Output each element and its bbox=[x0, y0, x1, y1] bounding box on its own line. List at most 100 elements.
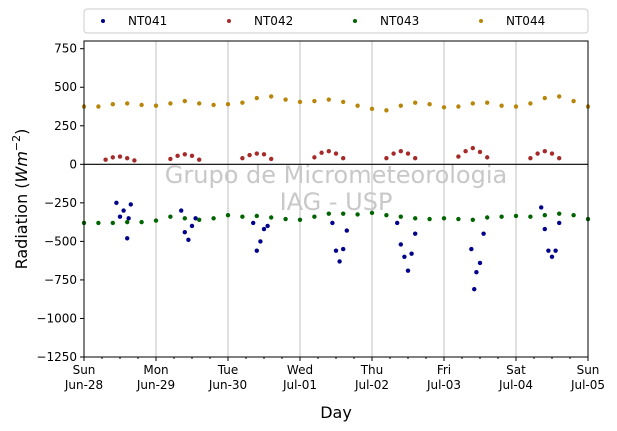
point-NT041-32 bbox=[539, 205, 544, 210]
point-NT042-19 bbox=[341, 155, 346, 161]
point-NT041-13 bbox=[258, 239, 263, 244]
grid bbox=[155, 41, 517, 357]
x-tick-label-day-2: Tue bbox=[217, 363, 239, 377]
point-NT042-4 bbox=[132, 158, 137, 163]
point-NT042-7 bbox=[182, 152, 187, 157]
point-NT043-33 bbox=[557, 211, 562, 216]
x-tick-label-date-6: Jul-04 bbox=[498, 378, 533, 392]
point-NT041-16 bbox=[330, 220, 335, 226]
x-tick-label-day-5: Fri bbox=[437, 363, 451, 377]
point-NT044-1 bbox=[96, 104, 101, 109]
point-NT042-11 bbox=[247, 152, 252, 158]
point-NT041-17 bbox=[333, 248, 339, 253]
point-NT044-12 bbox=[254, 95, 259, 101]
point-NT043-26 bbox=[456, 216, 461, 222]
point-NT044-8 bbox=[197, 101, 202, 106]
point-NT044-2 bbox=[110, 102, 116, 107]
point-NT043-12 bbox=[254, 213, 259, 219]
point-NT041-31 bbox=[481, 231, 486, 236]
x-tick-label-date-1: Jun-29 bbox=[136, 378, 175, 392]
point-NT044-23 bbox=[413, 100, 418, 105]
x-tick-label-day-4: Thu bbox=[360, 363, 384, 377]
point-NT042-1 bbox=[110, 155, 116, 160]
point-NT041-0 bbox=[114, 200, 119, 206]
point-NT041-30 bbox=[477, 260, 483, 266]
point-NT042-28 bbox=[477, 149, 483, 155]
point-NT041-3 bbox=[125, 236, 130, 241]
point-NT043-1 bbox=[96, 220, 101, 226]
point-NT044-16 bbox=[312, 98, 317, 104]
point-NT041-29 bbox=[474, 270, 479, 275]
point-NT041-34 bbox=[546, 248, 551, 253]
point-NT041-37 bbox=[557, 220, 562, 226]
point-NT043-21 bbox=[384, 212, 389, 218]
point-NT041-28 bbox=[472, 286, 477, 292]
point-NT041-22 bbox=[398, 242, 403, 247]
point-NT041-26 bbox=[413, 231, 418, 236]
point-NT042-6 bbox=[175, 153, 180, 159]
legend-label-NT044: NT044 bbox=[506, 14, 545, 28]
point-NT041-11 bbox=[251, 220, 256, 226]
point-NT044-21 bbox=[384, 108, 389, 113]
y-tick-label-1: 500 bbox=[54, 80, 77, 94]
point-NT042-25 bbox=[456, 154, 461, 159]
watermark-line-2: IAG - USP bbox=[280, 188, 393, 216]
point-NT044-18 bbox=[341, 99, 346, 105]
point-NT041-18 bbox=[337, 259, 342, 264]
point-NT041-33 bbox=[542, 226, 547, 232]
point-NT042-30 bbox=[528, 155, 533, 161]
point-NT042-0 bbox=[103, 157, 108, 162]
watermark-line-1: Grupo de Micrometeorologia bbox=[165, 161, 507, 189]
point-NT042-29 bbox=[485, 155, 490, 160]
point-NT042-22 bbox=[398, 149, 403, 154]
x-tick-label-date-0: Jun-28 bbox=[64, 378, 103, 392]
point-NT041-2 bbox=[121, 208, 126, 213]
point-NT043-31 bbox=[528, 214, 533, 219]
point-NT044-22 bbox=[398, 103, 403, 108]
point-NT041-19 bbox=[341, 246, 346, 252]
x-tick-label-date-4: Jul-02 bbox=[354, 378, 389, 392]
series-NT041 bbox=[114, 200, 562, 292]
point-NT041-14 bbox=[261, 226, 267, 232]
point-NT044-9 bbox=[211, 102, 216, 108]
point-NT043-34 bbox=[571, 212, 576, 218]
point-NT043-27 bbox=[470, 217, 475, 223]
point-NT042-13 bbox=[261, 152, 267, 157]
point-NT044-17 bbox=[326, 97, 331, 102]
point-NT041-36 bbox=[553, 248, 558, 253]
point-NT042-33 bbox=[549, 151, 555, 156]
point-NT041-23 bbox=[402, 254, 407, 260]
point-NT042-24 bbox=[413, 155, 418, 161]
point-NT044-28 bbox=[485, 100, 490, 105]
x-tick-label-date-7: Jul-05 bbox=[570, 378, 605, 392]
point-NT044-11 bbox=[240, 100, 245, 105]
y-tick-label-3: 0 bbox=[69, 157, 77, 171]
point-NT043-25 bbox=[441, 216, 447, 221]
point-NT044-32 bbox=[542, 95, 547, 101]
point-NT041-8 bbox=[186, 237, 191, 243]
point-NT044-19 bbox=[355, 103, 360, 108]
legend-marker-NT043 bbox=[353, 19, 357, 23]
x-tick-label-date-5: Jul-03 bbox=[426, 378, 461, 392]
point-NT042-31 bbox=[535, 151, 540, 156]
point-NT043-14 bbox=[283, 216, 288, 222]
y-axis-title: Radiation (Wm−2) bbox=[10, 129, 31, 270]
point-NT044-10 bbox=[225, 102, 231, 107]
point-NT043-16 bbox=[312, 214, 317, 219]
point-NT043-17 bbox=[326, 211, 331, 216]
point-NT042-8 bbox=[189, 153, 195, 159]
legend-marker-NT042 bbox=[227, 19, 231, 23]
point-NT042-15 bbox=[312, 155, 317, 160]
point-NT041-27 bbox=[469, 246, 474, 252]
x-axis-title: Day bbox=[320, 403, 352, 422]
point-NT043-20 bbox=[369, 210, 375, 216]
plot-frame bbox=[83, 40, 589, 358]
y-axis-title-unit: Wm bbox=[12, 151, 31, 182]
point-NT043-5 bbox=[153, 218, 159, 223]
point-NT041-35 bbox=[549, 254, 555, 260]
point-NT043-8 bbox=[197, 217, 202, 223]
series-NT044 bbox=[81, 94, 591, 113]
legend: NT041 NT042 NT043 NT044 bbox=[83, 8, 589, 34]
x-axis: SunJun-28MonJun-29TueJun-30WedJul-01ThuJ… bbox=[64, 357, 605, 392]
